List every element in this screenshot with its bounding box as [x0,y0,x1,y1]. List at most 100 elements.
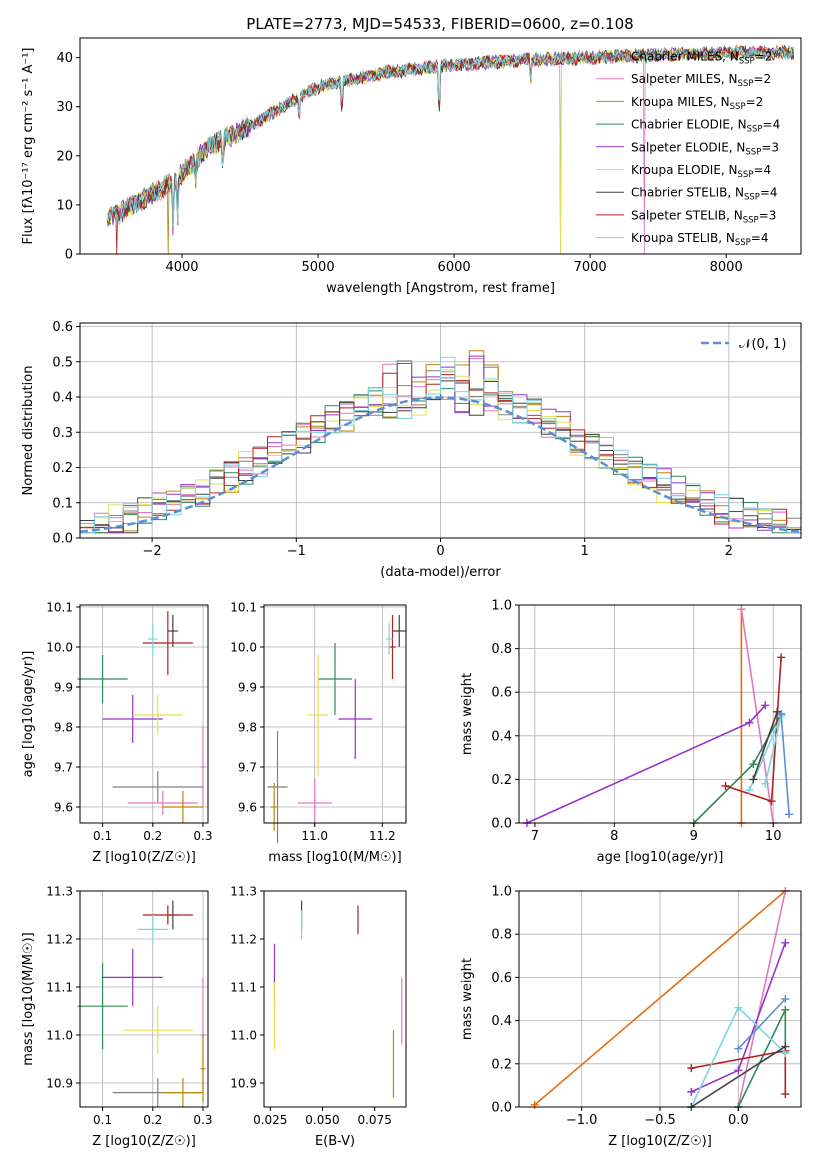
y-tick-label: 0.0 [491,817,512,832]
y-tick-label: 0.4 [491,729,512,744]
mass-weight-marker [734,1044,743,1053]
mass-weight-marker [734,1003,743,1012]
mass-vs-metallicity-panel: 0.1 0.2 0.3 10.9 11.0 11.1 11.2 11.3 Z [log10(Z/… [21,885,213,1150]
mass-weight-marker [785,810,794,819]
axes-frame [263,604,407,824]
mass-weight-marker [777,653,786,662]
x-tick-label: 0.050 [305,1113,339,1127]
mass-weight-marker [749,760,758,769]
mass-weight-marker [687,1064,696,1073]
mass-weight-marker [734,1066,743,1075]
y-tick-label: 0.2 [491,773,512,788]
legend-entry: Chabrier MILES, NSSP=2 [631,50,772,67]
y-tick-label: 10.1 [46,601,73,615]
mass-vs-ebv-panel: 0.025 0.050 0.075 10.9 11.0 11.1 11.2 11.3 E(B-V… [230,885,407,1149]
y-tick-label: 1.0 [491,885,512,900]
x-tick-label: 0.2 [143,1113,162,1127]
normal-curve [79,396,802,534]
x-tick-label: 6000 [438,260,471,275]
y-tick-label: 0.1 [52,496,73,511]
mass-weight-line [534,890,786,1106]
mass-weight-marker [737,605,746,614]
legend-entry: Kroupa ELODIE, NSSP=4 [631,163,771,180]
mass-weight-marker [749,775,758,784]
y-tick-label: 0.6 [52,320,73,335]
x-axis-label: Z [log10(Z/Z☉)] [92,1134,196,1149]
mass-weight-marker [781,938,790,947]
mass-weight-marker [767,797,776,806]
y-tick-label: 11.0 [46,1029,73,1043]
legend-entry: Kroupa STELIB, NSSP=4 [631,231,769,248]
y-tick-label: 0.0 [52,532,73,547]
y-tick-label: 10.9 [46,1077,73,1091]
x-tick-label: 0.1 [93,829,112,843]
spectrum-series-line [106,45,795,227]
legend-entry: Chabrier ELODIE, NSSP=4 [631,118,780,135]
mass-weight-line [526,704,766,824]
massweight-vs-age-panel: 7 8 9 10 0.0 0.2 0.4 0.6 0.8 1.0 age [log10(age/yr… [460,599,802,865]
y-tick-label: 9.9 [54,681,73,695]
massweight-vs-metallicity-panel: −1.0 −0.5 0.0 0.0 0.2 0.4 0.6 0.8 1.0 Z [log10(Z/… [460,885,802,1149]
x-tick-label: 7 [531,829,539,844]
legend-entry: Chabrier STELIB, NSSP=4 [631,186,778,203]
y-tick-label: 0.2 [52,461,73,476]
x-axis-label: mass [log10(M/M☉)] [268,850,401,865]
y-tick-label: 9.9 [238,681,257,695]
y-tick-label: 11.1 [230,981,257,995]
mass-weight-marker [530,1100,539,1109]
x-tick-label: 8000 [710,260,743,275]
y-tick-label: 9.8 [54,721,73,735]
y-tick-label: 20 [56,149,73,164]
x-axis-label: age [log10(age/yr)] [597,850,724,865]
mass-weight-line [740,609,774,824]
mass-weight-marker [781,995,790,1003]
x-tick-label: 2 [725,544,733,559]
residuals-histogram-panel: −2 −1 0 1 2 0.0 0.1 0.2 0.3 0.4 0.5 0.6 (data-model)… [21,320,802,580]
x-axis-label: Z [log10(Z/Z☉)] [92,850,196,865]
x-tick-label: 0.1 [93,1113,112,1127]
y-tick-label: 9.7 [238,761,257,775]
y-tick-label: 9.7 [54,761,73,775]
axes-frame [79,890,209,1108]
mass-weight-marker [781,1005,790,1014]
y-tick-label: 10.0 [46,641,73,655]
y-tick-label: 10.9 [230,1077,257,1091]
legend-entry: Salpeter MILES, NSSP=2 [631,72,771,89]
mass-weight-line [737,890,787,1108]
figure-title: PLATE=2773, MJD=54533, FIBERID=0600, z=0… [246,15,633,33]
y-axis-label: mass [log10(M/M☉)] [21,932,36,1065]
y-tick-label: 0.8 [491,928,512,943]
mass-weight-marker [687,1087,696,1096]
y-tick-label: 40 [56,51,73,66]
y-tick-label: 11.2 [46,933,73,947]
mass-weight-marker [781,1042,790,1051]
y-tick-label: 0.3 [52,426,73,441]
x-tick-label: 5000 [302,260,335,275]
y-tick-label: 10.1 [230,601,257,615]
x-tick-label: 8 [610,829,618,844]
y-tick-label: 0.2 [491,1057,512,1072]
x-tick-label: −1 [287,544,306,559]
y-tick-label: 0.5 [52,355,73,370]
y-tick-label: 0.4 [52,391,73,406]
mass-weight-line [693,713,782,824]
mass-weight-marker [761,779,770,788]
x-tick-label: 0.0 [728,1113,749,1128]
legend-entry: 𝒩(0, 1) [739,337,786,352]
x-tick-label: 0 [436,544,444,559]
x-tick-label: 9 [690,829,698,844]
y-axis-label: mass weight [460,673,475,755]
y-tick-label: 0.8 [491,642,512,657]
mass-weight-line [690,1045,786,1108]
axes-frame [263,890,407,1108]
legend-entry: Kroupa MILES, NSSP=2 [631,95,763,112]
age-vs-mass-panel: 11.0 11.2 9.6 9.7 9.8 9.9 10.0 10.1 mass [log10(… [230,601,407,865]
y-axis-label: age [log10(age/yr)] [21,651,36,778]
y-axis-label: mass weight [460,958,475,1040]
y-tick-label: 0.4 [491,1014,512,1029]
y-axis-label: Normed distribution [21,366,36,496]
spectrum-panel: 4000 5000 6000 7000 8000 0 10 20 30 40 wavelength … [21,37,802,296]
mass-weight-line [780,713,790,815]
legend-entry: Salpeter STELIB, NSSP=3 [631,208,776,225]
